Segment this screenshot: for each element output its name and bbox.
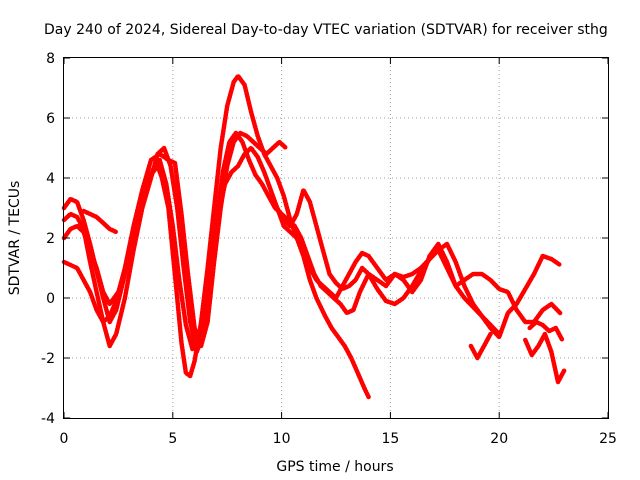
x-tick-label: 0: [60, 431, 69, 447]
y-tick-label: -2: [41, 351, 55, 367]
y-axis-label: SDTVAR / TECUs: [7, 181, 23, 296]
y-tick-label: 2: [46, 231, 55, 247]
y-tick-label: 0: [46, 291, 55, 307]
series-trace-e: [81, 208, 119, 235]
series-trace-d: [61, 130, 289, 349]
x-tick-label: 15: [381, 431, 399, 447]
plot-frame: [63, 57, 609, 419]
y-tick-label: 8: [46, 51, 55, 67]
y-tick-label: 4: [46, 171, 55, 187]
x-tick-label: 5: [168, 431, 177, 447]
y-tick-label: 6: [46, 111, 55, 127]
x-tick-label: 25: [599, 431, 617, 447]
series-trace-f: [274, 187, 502, 337]
x-tick-label: 10: [273, 431, 291, 447]
grid-lines: [64, 58, 608, 418]
y-tick-label: -4: [41, 411, 55, 427]
series-trace-g: [468, 331, 493, 361]
series-trace-h: [523, 331, 567, 385]
x-tick-label: 20: [490, 431, 508, 447]
chart-title: Day 240 of 2024, Sidereal Day-to-day VTE…: [44, 22, 608, 38]
data-series: [61, 73, 567, 400]
axis-ticks: 0 5 10 15 20 25 -4 -2 0 2 4 6 8: [41, 51, 617, 447]
series-trace-i: [527, 319, 565, 343]
series-trace-a: [61, 73, 371, 400]
x-axis-label: GPS time / hours: [276, 459, 393, 475]
